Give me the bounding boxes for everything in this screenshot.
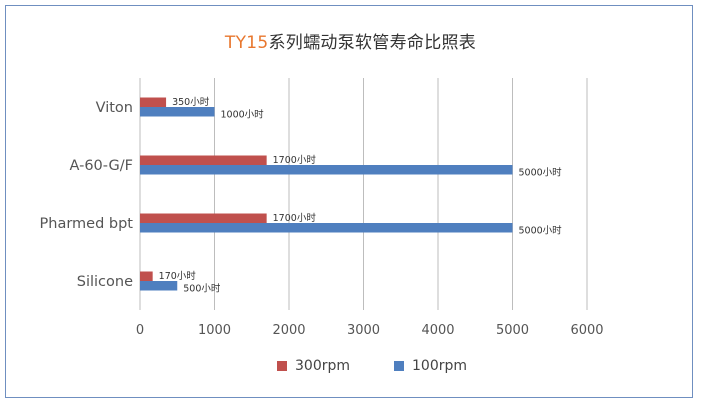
bar-300rpm bbox=[140, 97, 167, 107]
chart-frame bbox=[5, 5, 693, 398]
data-label: 350小时 bbox=[172, 96, 210, 108]
x-tick-label: 2000 bbox=[272, 323, 305, 338]
chart-title: TY15系列蠕动泵软管寿命比照表 bbox=[0, 28, 701, 53]
chart-title-highlight: TY15 bbox=[224, 33, 269, 53]
data-label: 5000小时 bbox=[519, 166, 563, 178]
bar-100rpm bbox=[140, 165, 513, 175]
data-label: 5000小时 bbox=[519, 224, 563, 236]
data-label: 500小时 bbox=[183, 282, 221, 294]
bar-100rpm bbox=[140, 281, 178, 291]
x-tick-label: 6000 bbox=[570, 323, 603, 338]
bar-300rpm bbox=[140, 213, 267, 223]
legend: 300rpm 100rpm bbox=[0, 358, 701, 378]
category-label: Viton bbox=[96, 100, 133, 116]
x-tick-label: 1000 bbox=[198, 323, 231, 338]
category-label: Pharmed bpt bbox=[40, 216, 134, 232]
x-tick-label: 4000 bbox=[421, 323, 454, 338]
bar-100rpm bbox=[140, 223, 513, 233]
chart-title-rest: 系列蠕动泵软管寿命比照表 bbox=[268, 33, 477, 53]
data-label: 1000小时 bbox=[221, 108, 265, 120]
legend-swatch-100rpm bbox=[394, 361, 404, 371]
data-label: 1700小时 bbox=[273, 212, 317, 224]
data-label: 1700小时 bbox=[273, 154, 317, 166]
legend-swatch-300rpm bbox=[277, 361, 287, 371]
category-label: A-60-G/F bbox=[69, 158, 133, 174]
x-tick-label: 5000 bbox=[496, 323, 529, 338]
legend-item-100rpm: 100rpm bbox=[394, 358, 467, 374]
bar-300rpm bbox=[140, 271, 153, 281]
legend-label-300rpm: 300rpm bbox=[295, 358, 351, 374]
x-tick-label: 3000 bbox=[347, 323, 380, 338]
x-tick-label: 0 bbox=[136, 323, 144, 338]
data-label: 170小时 bbox=[159, 270, 197, 282]
bar-100rpm bbox=[140, 107, 215, 117]
legend-item-300rpm: 300rpm bbox=[277, 358, 350, 374]
bar-300rpm bbox=[140, 155, 267, 165]
category-label: Silicone bbox=[77, 274, 133, 290]
legend-label-100rpm: 100rpm bbox=[412, 358, 468, 374]
